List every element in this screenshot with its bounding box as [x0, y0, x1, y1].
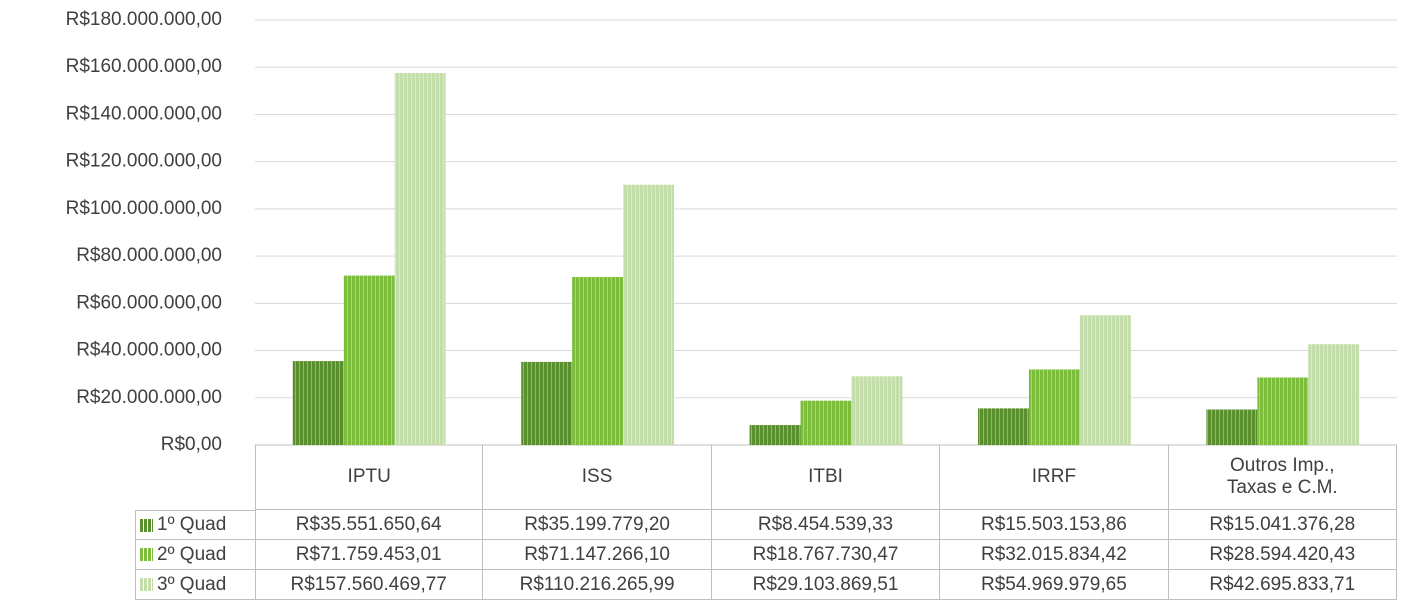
y-tick-label: R$160.000.000,00: [66, 56, 222, 77]
legend-entry: 3º Quad: [135, 570, 256, 600]
y-tick-label: R$120.000.000,00: [66, 151, 222, 172]
table-value: R$42.695.833,71: [1168, 570, 1397, 600]
bar: [1206, 409, 1258, 445]
table-value: R$32.015.834,42: [940, 540, 1169, 570]
bar: [1028, 369, 1080, 445]
bar: [292, 361, 344, 445]
legend-label: 1º Quad: [157, 514, 227, 535]
bar: [800, 400, 852, 445]
category-header: Outros Imp., Taxas e C.M.: [1168, 445, 1397, 510]
y-tick-label: R$180.000.000,00: [66, 9, 222, 30]
bar: [1079, 315, 1131, 445]
bar: [749, 425, 801, 445]
table-value: R$157.560.469,77: [255, 570, 484, 600]
legend-swatch: [140, 518, 153, 532]
y-tick-label: R$140.000.000,00: [66, 103, 222, 124]
bar: [572, 277, 624, 445]
bar: [521, 361, 573, 445]
table-value: R$28.594.420,43: [1168, 540, 1397, 570]
y-tick-label: R$80.000.000,00: [76, 245, 222, 266]
y-tick-label: R$60.000.000,00: [76, 292, 222, 313]
legend-label: 2º Quad: [157, 543, 227, 565]
table-value: R$110.216.265,99: [483, 570, 712, 600]
y-tick-label: R$20.000.000,00: [76, 387, 222, 408]
y-tick-label: R$100.000.000,00: [66, 198, 222, 219]
legend-entry: 2º Quad: [135, 540, 256, 570]
legend-swatch: [140, 548, 153, 561]
table-value: R$71.147.266,10: [483, 540, 712, 570]
table-value: R$8.454.539,33: [711, 510, 941, 540]
legend-label: 3º Quad: [157, 573, 227, 595]
y-tick-label: R$0,00: [161, 434, 222, 455]
table-value: R$15.503.153,86: [940, 510, 1169, 540]
table-value: R$15.041.376,28: [1168, 510, 1397, 540]
table-value: R$71.759.453,01: [255, 540, 484, 570]
category-header: ITBI: [711, 445, 941, 510]
table-value: R$35.199.779,20: [483, 510, 712, 540]
legend-entry: 1º Quad: [135, 510, 256, 540]
category-header: ISS: [483, 445, 712, 510]
category-header: IPTU: [255, 445, 484, 510]
table-value: R$29.103.869,51: [711, 570, 941, 600]
table-value: R$18.767.730,47: [711, 540, 941, 570]
table-value: R$54.969.979,65: [940, 570, 1169, 600]
bar: [343, 275, 395, 445]
table-value: R$35.551.650,64: [255, 510, 484, 540]
legend-swatch: [140, 578, 153, 591]
y-tick-label: R$40.000.000,00: [76, 340, 222, 361]
bar: [978, 408, 1029, 445]
category-header: IRRF: [940, 445, 1169, 510]
bar: [394, 72, 446, 445]
bar: [1257, 377, 1309, 445]
bar: [1308, 344, 1360, 445]
bar: [623, 184, 674, 445]
bar: [851, 376, 903, 445]
